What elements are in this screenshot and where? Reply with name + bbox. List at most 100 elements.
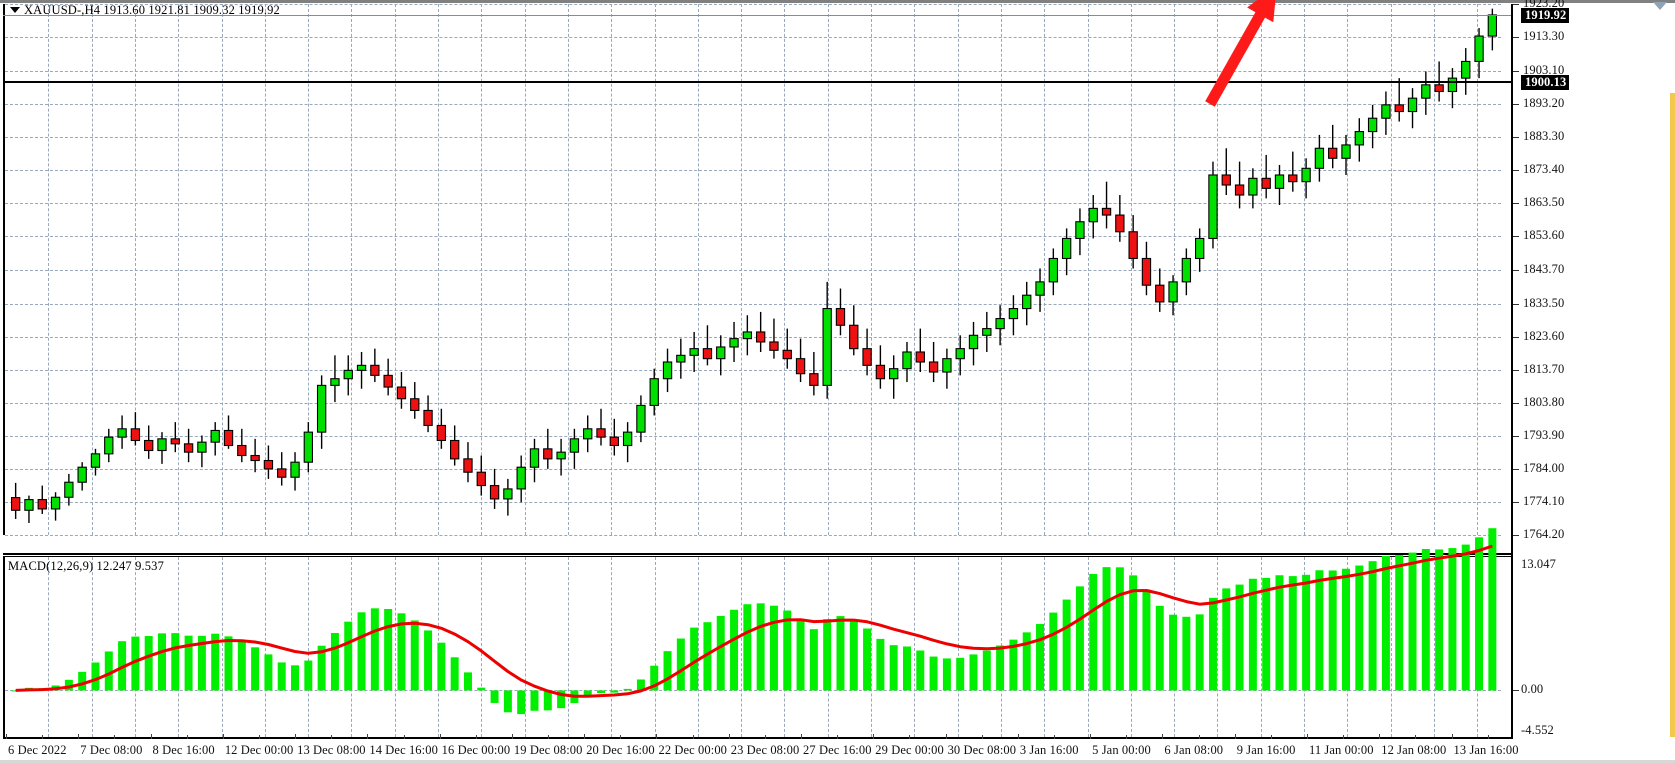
macd-histogram-bar — [903, 646, 911, 691]
time-tick-mark — [656, 734, 658, 739]
collapse-caret-icon[interactable] — [10, 7, 20, 14]
candlestick — [1461, 60, 1471, 79]
price-axis[interactable]: 1923.20 1913.30 1903.10 1893.20 1883.30 1873.… — [1513, 0, 1675, 763]
candlestick — [716, 346, 726, 360]
price-tick-label: 1883.30 — [1523, 129, 1565, 144]
time-tick-mark — [1090, 734, 1092, 739]
candlestick — [436, 424, 447, 442]
candlestick — [729, 338, 739, 348]
macd-histogram-bar — [1288, 576, 1297, 691]
price-tick-mark — [1513, 402, 1519, 404]
time-tick-minor — [1126, 735, 1128, 739]
time-tick-mark — [78, 734, 80, 739]
macd-histogram-bar — [171, 633, 180, 691]
time-tick-mark — [222, 734, 224, 739]
candlestick — [250, 454, 260, 462]
time-axis[interactable]: 6 Dec 2022 7 Dec 08:00 8 Dec 16:00 12 Dec 0… — [0, 734, 1519, 763]
current-price-badge: 1919.92 — [1521, 7, 1570, 23]
candlestick — [1434, 84, 1444, 93]
time-tick-label: 27 Dec 16:00 — [803, 743, 872, 757]
macd-histogram-bar — [1089, 573, 1098, 691]
pane-collapse-icon[interactable] — [1653, 2, 1667, 10]
time-tick-minor — [909, 735, 911, 739]
macd-histogram-bar — [330, 633, 339, 691]
macd-histogram-bar — [676, 638, 685, 691]
price-tick-mark — [1513, 4, 1519, 5]
candlestick — [622, 431, 633, 447]
candlestick — [1194, 237, 1205, 260]
candlestick — [835, 308, 846, 326]
time-tick-minor — [764, 735, 766, 739]
macd-tick-label: 0.00 — [1521, 682, 1544, 697]
macd-histogram-bar — [916, 650, 925, 691]
candlestick — [982, 328, 992, 336]
candlestick — [157, 438, 167, 452]
axis-scroll-strip[interactable] — [1670, 3, 1675, 737]
macd-histogram-bar — [1075, 586, 1084, 691]
price-tick-mark — [1513, 203, 1519, 205]
macd-histogram-bar — [1182, 616, 1191, 691]
time-tick-mark — [1379, 734, 1381, 739]
macd-histogram-bar — [1102, 567, 1111, 691]
macd-histogram-bar — [237, 641, 246, 691]
macd-tick-mark — [1513, 690, 1519, 692]
time-tick-minor — [1343, 735, 1345, 739]
macd-tick-label: 13.047 — [1521, 557, 1556, 571]
price-axis-border — [1511, 4, 1513, 739]
price-tick-label: 1764.20 — [1523, 527, 1565, 541]
time-tick-label: 14 Dec 16:00 — [369, 743, 438, 757]
price-tick-mark — [1513, 435, 1519, 437]
candlestick — [1061, 237, 1072, 260]
macd-signal-line — [15, 544, 1493, 698]
time-tick-label: 8 Dec 16:00 — [152, 743, 215, 757]
candlestick — [556, 451, 566, 460]
macd-histogram-bar — [304, 660, 313, 691]
time-tick-mark — [1451, 734, 1453, 739]
candlestick — [1354, 131, 1364, 146]
macd-histogram-bar — [477, 687, 486, 691]
candlestick — [104, 436, 114, 455]
price-tick-label: 1784.00 — [1523, 460, 1565, 475]
price-tick-label: 1903.10 — [1523, 63, 1565, 78]
time-tick-label: 23 Dec 08:00 — [730, 743, 800, 757]
candlestick — [1141, 257, 1152, 286]
time-tick-label: 6 Jan 08:00 — [1164, 743, 1224, 757]
macd-histogram-bar — [1142, 589, 1151, 691]
candlestick — [463, 458, 473, 473]
macd-histogram-bar — [849, 620, 858, 691]
time-tick-minor — [403, 735, 405, 739]
macd-histogram-bar — [1461, 544, 1470, 691]
macd-histogram-bar — [197, 635, 206, 691]
price-tick-label: 1873.40 — [1523, 162, 1565, 177]
macd-histogram-bar — [1355, 565, 1364, 691]
macd-histogram-bar — [1328, 570, 1337, 691]
macd-histogram-bar — [929, 656, 938, 691]
time-tick-mark — [511, 734, 513, 739]
time-tick-minor — [837, 735, 839, 739]
candlestick — [410, 398, 420, 411]
time-tick-mark — [801, 734, 803, 739]
price-tick-mark — [1513, 535, 1519, 536]
window-top-border — [0, 0, 1675, 3]
macd-histogram-bar — [397, 613, 406, 691]
price-tick-mark — [1513, 501, 1519, 503]
axis-scroll-strip-top — [1670, 3, 1675, 93]
price-tick-label: 1833.50 — [1523, 295, 1565, 310]
time-tick-label: 13 Dec 08:00 — [297, 743, 366, 757]
macd-histogram-bar — [583, 690, 592, 697]
price-tick-mark — [1513, 336, 1519, 338]
candlestick — [1301, 167, 1311, 183]
macd-histogram-bar — [1475, 537, 1484, 691]
candlestick — [1328, 147, 1338, 159]
macd-histogram-bar — [463, 672, 472, 691]
macd-histogram-bar — [863, 628, 872, 691]
macd-histogram-bar — [450, 657, 459, 691]
macd-histogram-bar — [64, 679, 73, 691]
candlestick — [237, 444, 247, 457]
candlestick — [356, 364, 367, 371]
macd-histogram-bar — [158, 633, 166, 691]
time-tick-minor — [475, 735, 477, 739]
candlestick — [489, 485, 500, 500]
macd-pane[interactable] — [3, 528, 1501, 737]
